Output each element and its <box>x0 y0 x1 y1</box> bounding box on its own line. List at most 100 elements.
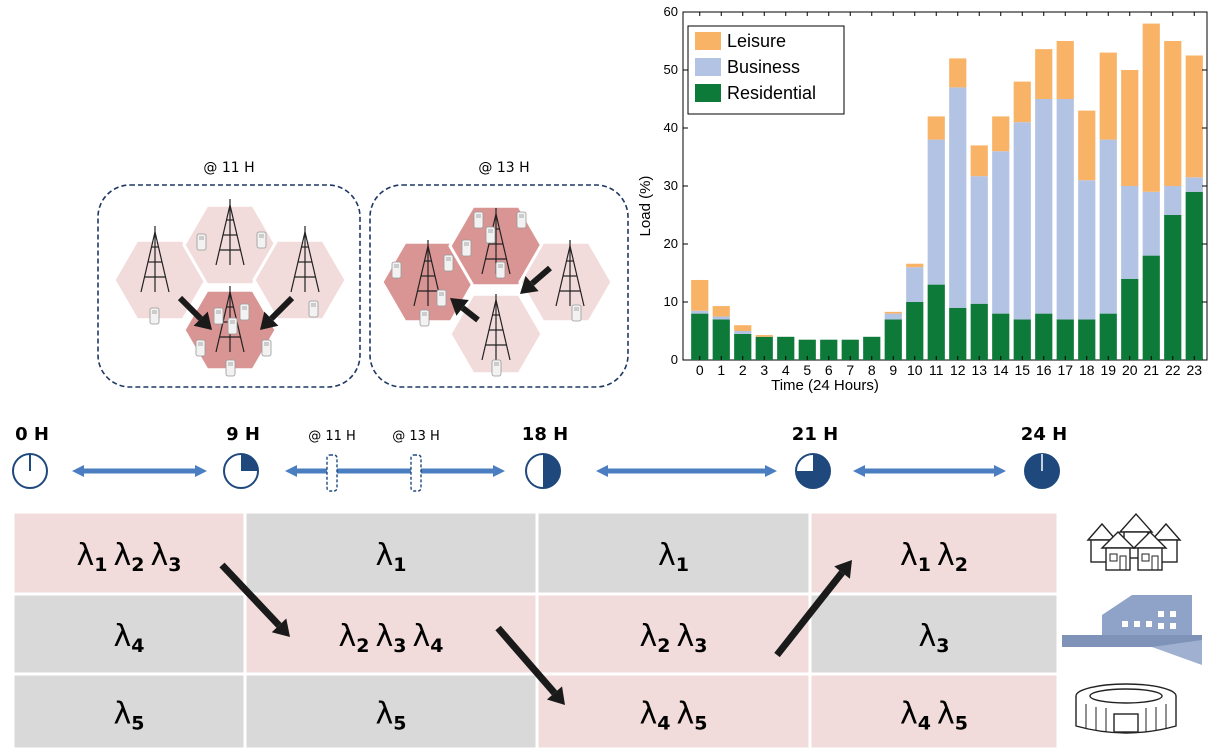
timeline-mark-label: 21 H <box>792 424 838 445</box>
lambda-set: λ2 λ3 <box>640 619 708 657</box>
bar-leisure <box>949 58 967 88</box>
snapshot-marker <box>326 454 338 492</box>
lambda-set: λ5 <box>376 697 407 735</box>
x-tick-label: 5 <box>803 362 811 378</box>
phone-icon <box>213 307 224 325</box>
cell-hexagon <box>518 240 614 324</box>
stadium-icon <box>1075 683 1177 734</box>
bar-leisure <box>970 145 988 177</box>
phone-icon <box>256 231 267 249</box>
bar-business <box>1121 186 1139 279</box>
bar-leisure <box>992 116 1010 152</box>
cell-hexagon <box>252 238 348 322</box>
bar-residential <box>777 336 795 360</box>
houses-icon <box>1086 512 1182 571</box>
x-tick-label: 20 <box>1122 362 1138 378</box>
bar-business <box>927 139 945 285</box>
bar-leisure <box>927 116 945 140</box>
bar-business <box>992 151 1010 314</box>
phone-icon <box>491 359 502 377</box>
x-tick-label: 15 <box>1014 362 1030 378</box>
lambda-set: λ1 <box>658 538 689 576</box>
tower-icon <box>140 226 170 293</box>
bar-leisure <box>1013 81 1031 123</box>
bar-residential <box>1035 313 1053 360</box>
timeline-double-arrow <box>853 465 1006 477</box>
bar-leisure <box>884 311 902 314</box>
x-tick-label: 11 <box>929 362 944 378</box>
legend-swatch <box>695 84 721 102</box>
snapshot-label: @ 11 H <box>308 429 356 444</box>
panel-label-13h: @ 13 H <box>478 160 529 176</box>
lambda-set: λ1 λ2 <box>900 538 968 576</box>
lambda-set: λ4 λ5 <box>900 697 968 735</box>
lambda-set: λ1 <box>376 538 407 576</box>
x-tick-label: 13 <box>971 362 987 378</box>
x-tick-label: 23 <box>1186 362 1202 378</box>
phone-icon <box>461 239 472 257</box>
phone-icon <box>495 261 506 279</box>
legend-swatch <box>695 58 721 76</box>
y-axis-label: Load (%) <box>637 176 654 237</box>
x-tick-label: 14 <box>993 362 1009 378</box>
bar-residential <box>1164 215 1182 360</box>
flow-arrow <box>495 625 565 705</box>
legend-label: Leisure <box>727 31 786 51</box>
timeline-double-arrow <box>72 465 207 477</box>
table-cell: λ2 λ3 λ4 <box>243 592 539 676</box>
table-cell: λ1 <box>243 510 539 596</box>
bar-residential <box>712 319 730 360</box>
phone-icon <box>227 317 238 335</box>
x-tick-label: 17 <box>1057 362 1073 378</box>
bar-business <box>1099 139 1117 314</box>
snapshot-label: @ 13 H <box>392 429 440 444</box>
clock-icon <box>12 453 48 489</box>
x-tick-label: 7 <box>846 362 854 378</box>
phone-icon <box>419 309 430 327</box>
chart-legend: Leisure Business Residential <box>687 25 845 115</box>
y-tick-label: 0 <box>671 352 678 367</box>
timeline: 0 H 9 H 18 H 21 H 24 H @ 11 H @ 13 H <box>12 424 1067 492</box>
bar-leisure <box>1056 41 1074 99</box>
timeline-double-arrow <box>596 465 777 477</box>
bar-business <box>949 87 967 308</box>
bar-residential <box>970 303 988 360</box>
tower-icon <box>290 226 320 293</box>
lambda-set: λ3 <box>919 619 950 657</box>
clock-icon <box>1024 453 1060 489</box>
bar-business <box>1013 122 1031 320</box>
lambda-set: λ1 λ2 λ3 <box>77 538 182 576</box>
phone-icon <box>485 226 496 244</box>
load-chart: 0 1 2 3 4 5 6 7 8 9 10 11 12 13 14 15 16 17 18 19 20 21 22 2301… <box>637 4 1208 394</box>
flow-arrow <box>520 265 552 294</box>
bar-business <box>970 176 988 304</box>
bar-residential <box>755 336 773 360</box>
bar-residential <box>1121 278 1139 360</box>
flow-arrow <box>260 295 295 330</box>
lambda-set: λ4 λ5 <box>640 697 708 735</box>
x-tick-label: 21 <box>1143 362 1159 378</box>
bar-business <box>712 316 730 320</box>
bar-leisure <box>1142 23 1160 192</box>
bar-residential <box>927 284 945 360</box>
timeline-mark-label: 18 H <box>522 424 568 445</box>
legend-label: Business <box>727 57 800 77</box>
bar-residential <box>798 339 816 360</box>
phone-icon <box>473 211 484 229</box>
x-tick-label: 16 <box>1036 362 1052 378</box>
x-tick-label: 8 <box>868 362 876 378</box>
x-axis-label: Time (24 Hours) <box>771 377 879 394</box>
table-arrows <box>219 560 852 705</box>
x-tick-label: 18 <box>1079 362 1095 378</box>
table-cell: λ1 <box>535 510 812 596</box>
x-tick-label: 3 <box>760 362 768 378</box>
bar-leisure <box>906 263 924 268</box>
flow-arrow <box>774 560 852 658</box>
x-tick-label: 9 <box>889 362 897 378</box>
y-tick-label: 30 <box>664 178 678 193</box>
bar-leisure <box>755 335 773 337</box>
cell-panel-11h: @ 11 H <box>97 160 361 388</box>
phone-icon <box>195 339 206 357</box>
x-tick-label: 4 <box>782 362 790 378</box>
bar-business <box>734 331 752 334</box>
